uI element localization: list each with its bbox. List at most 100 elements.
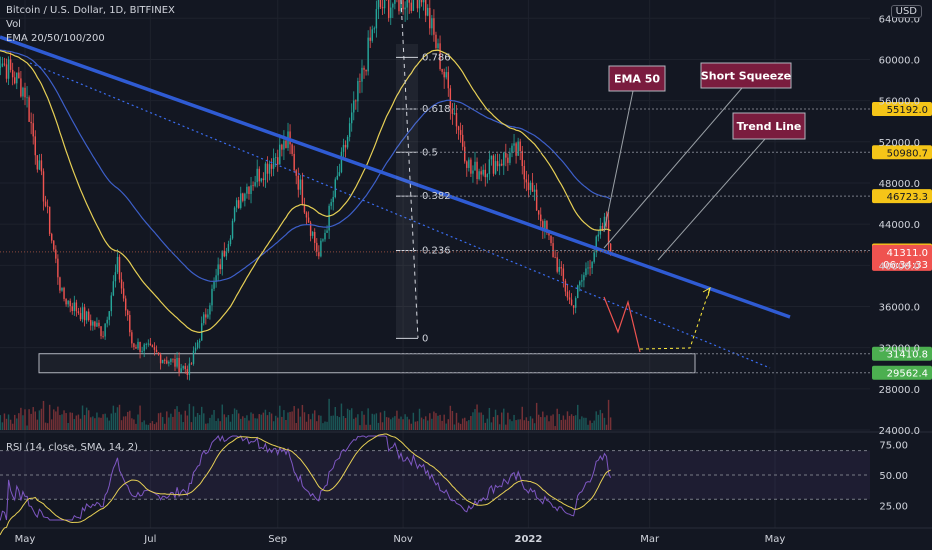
candle-body <box>424 0 427 16</box>
candle-body <box>527 182 530 190</box>
volume-bar <box>71 412 73 430</box>
candle-body <box>55 249 57 259</box>
callout-label: EMA 50 <box>614 73 660 86</box>
volume-label[interactable]: Vol <box>6 19 21 30</box>
volume-bar <box>161 417 164 430</box>
volume-bar <box>176 406 178 430</box>
candle-body <box>365 69 367 72</box>
candle-body <box>116 256 119 273</box>
candle-body <box>336 175 339 180</box>
price-tick: 36000.0 <box>879 302 920 313</box>
candle-body <box>157 352 160 355</box>
candle-body <box>190 363 193 365</box>
candle-body <box>274 157 277 159</box>
volume-bar <box>170 413 172 430</box>
candle-body <box>484 169 486 178</box>
candle-body <box>118 256 121 280</box>
candle-body <box>496 161 499 167</box>
volume-bar <box>371 413 373 430</box>
candle-body <box>98 322 100 327</box>
callout-pointer <box>603 87 743 249</box>
candle-body <box>367 37 369 72</box>
symbol-title[interactable]: Bitcoin / U.S. Dollar, 1D, BITFINEX <box>6 5 175 16</box>
volume-bar <box>151 421 154 430</box>
rsi-label[interactable]: RSI (14, close, SMA, 14, 2) <box>6 442 139 453</box>
volume-bar <box>55 411 57 430</box>
candle-body <box>318 251 320 257</box>
candle-body <box>14 77 16 84</box>
candle-body <box>211 288 213 306</box>
volume-bar <box>474 409 476 430</box>
candle-body <box>166 360 168 364</box>
candle-body <box>568 297 571 300</box>
ema-label[interactable]: EMA 20/50/100/200 <box>6 33 105 44</box>
volume-bar <box>496 415 499 430</box>
volume-bar <box>81 405 84 430</box>
volume-bar <box>143 420 145 430</box>
price-tick: 64000.0 <box>879 14 920 25</box>
candle-body <box>377 0 380 10</box>
fib-level-label: 0.786 <box>422 52 451 63</box>
candle-body <box>500 163 503 166</box>
volume-bar <box>443 414 445 430</box>
volume-bar <box>24 409 26 430</box>
volume-bar <box>219 421 221 430</box>
candle-body <box>478 171 480 180</box>
currency-button[interactable]: USD <box>890 5 922 18</box>
candle-body <box>379 0 382 8</box>
volume-bar <box>205 423 207 430</box>
volume-bar <box>560 419 563 430</box>
candles <box>0 0 612 381</box>
candle-body <box>519 141 521 151</box>
candle-body <box>63 287 65 299</box>
volume-bar <box>270 413 273 430</box>
volume-bar <box>198 414 201 430</box>
volume-bar <box>184 410 186 430</box>
candle-body <box>270 164 273 169</box>
candle-body <box>36 155 39 170</box>
volume-bar <box>258 414 260 430</box>
candle-body <box>307 217 310 223</box>
volume-bar <box>346 408 349 430</box>
candle-body <box>412 0 415 11</box>
candle-body <box>170 358 172 362</box>
candle-body <box>77 311 80 314</box>
candle-body <box>435 34 437 49</box>
volume-bar <box>383 410 386 430</box>
rsi-sma-line <box>0 433 611 536</box>
candle-body <box>398 0 400 12</box>
volume-bar <box>385 417 388 430</box>
candle-body <box>441 69 443 72</box>
candle-body <box>494 161 497 174</box>
candle-body <box>291 144 293 154</box>
candle-body <box>564 280 567 292</box>
volume-bar <box>365 424 367 430</box>
candle-body <box>546 220 548 233</box>
volume-bar <box>65 413 67 430</box>
volume-bar <box>20 407 22 430</box>
volume-bar <box>585 417 587 430</box>
candle-body <box>242 193 244 201</box>
volume-bar <box>108 420 110 430</box>
candle-body <box>431 18 433 29</box>
volume-bar <box>16 418 18 430</box>
candle-body <box>482 169 484 175</box>
volume-bar <box>36 419 39 430</box>
volume-bar <box>459 423 462 430</box>
candle-body <box>22 87 24 97</box>
volume-bar <box>478 412 480 430</box>
volume-bar <box>387 417 390 430</box>
candle-body <box>480 171 482 175</box>
volume-bar <box>517 419 519 430</box>
candle-body <box>350 112 353 124</box>
candle-body <box>246 186 248 194</box>
price-tick: 32000.0 <box>879 344 920 355</box>
candle-body <box>529 182 532 190</box>
candle-body <box>305 212 308 218</box>
volume-bar <box>488 407 491 430</box>
candle-body <box>219 264 221 270</box>
candle-body <box>135 347 137 349</box>
candle-body <box>457 126 460 131</box>
volume-bar <box>92 416 94 430</box>
